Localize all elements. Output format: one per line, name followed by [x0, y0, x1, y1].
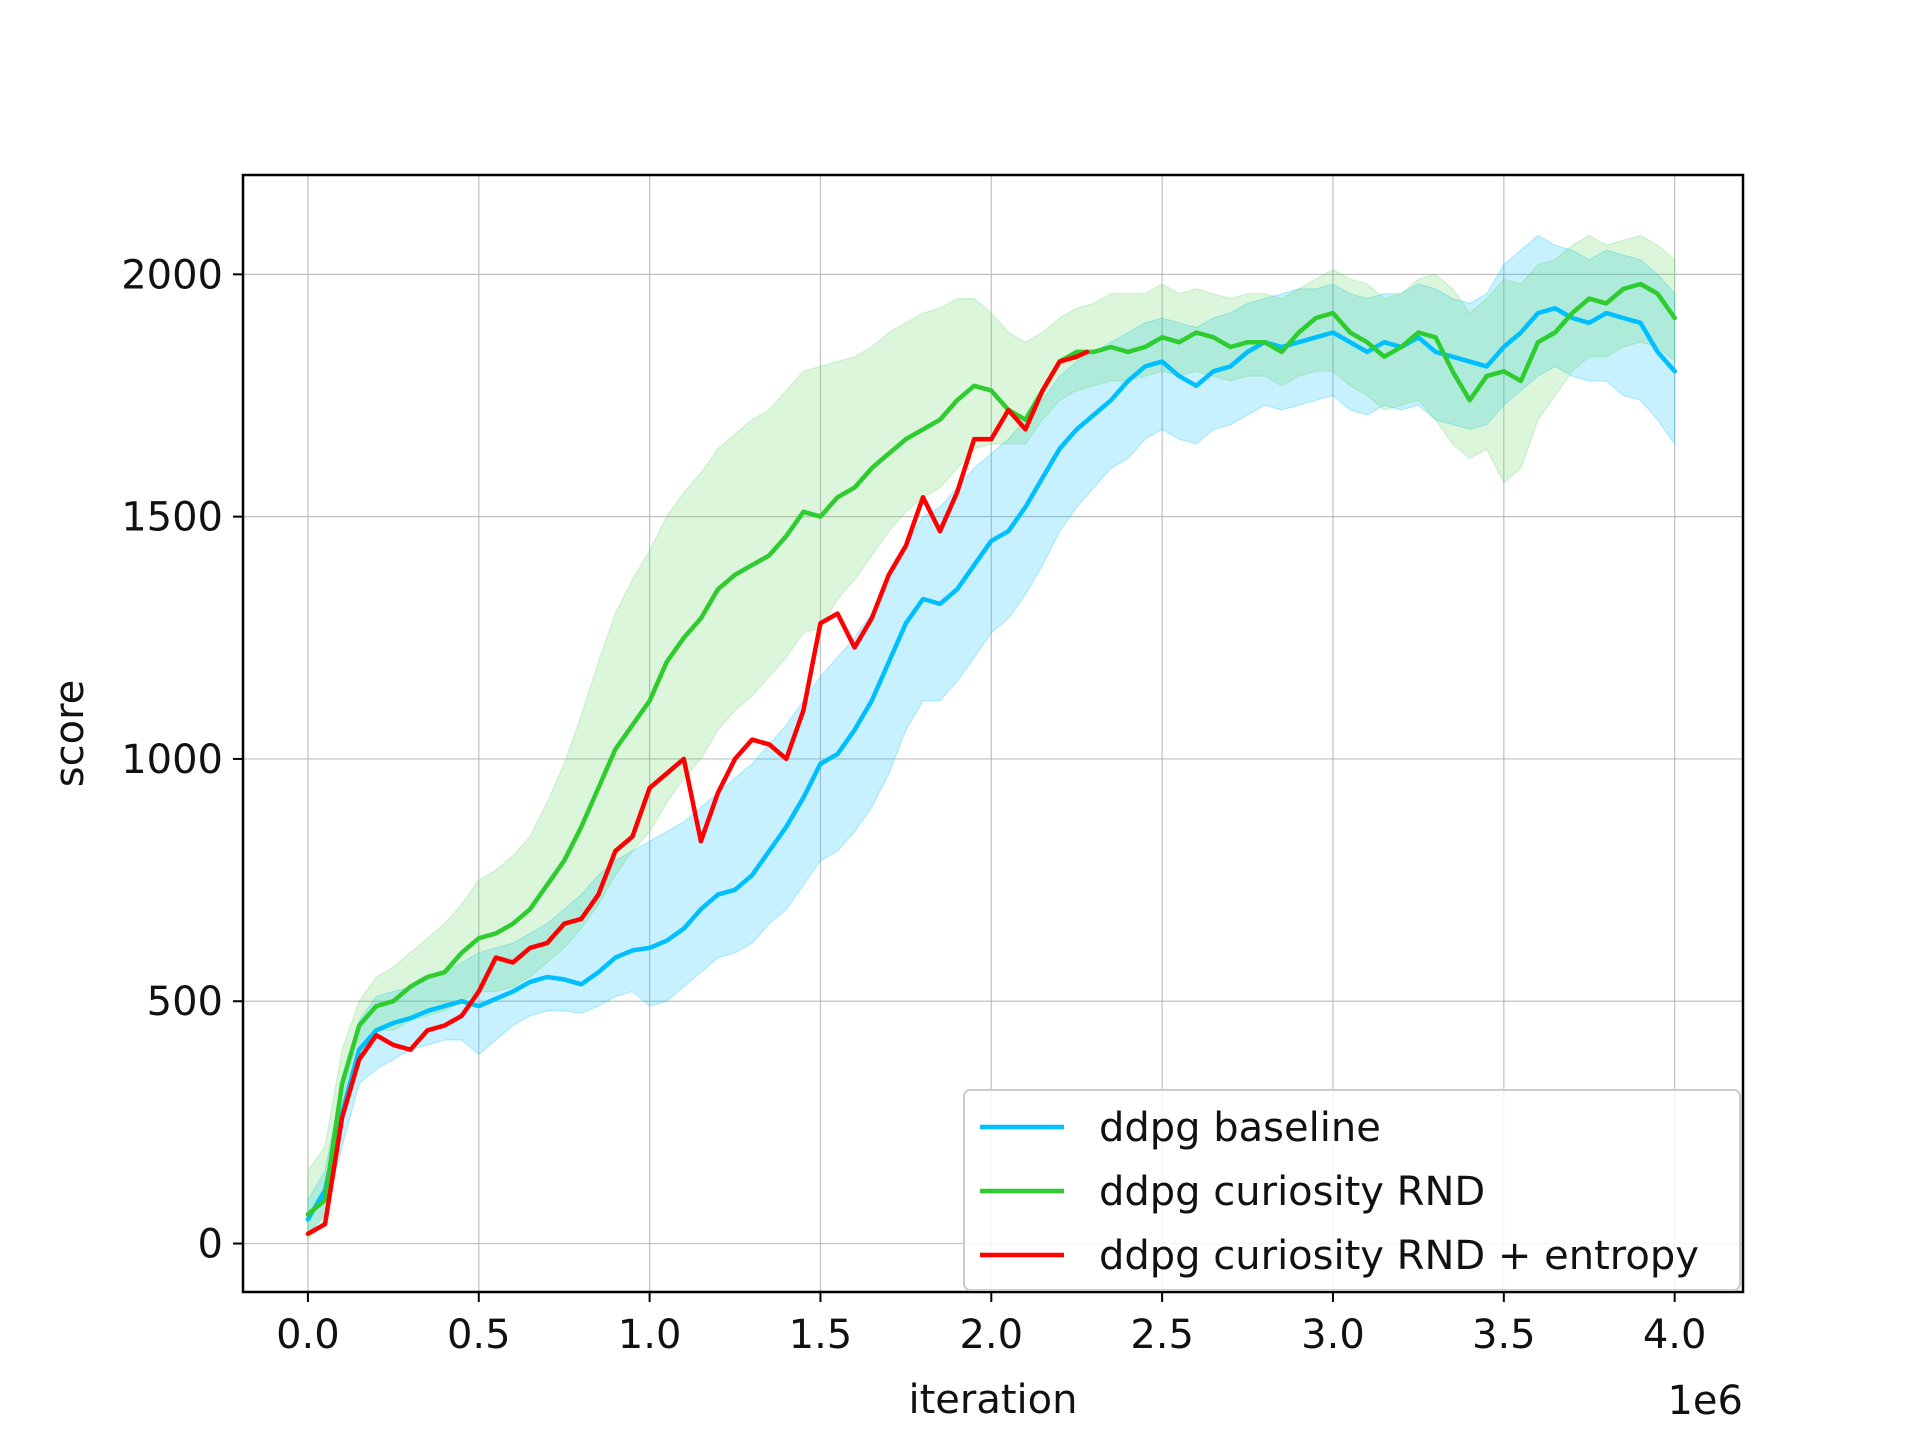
- x-tick-label: 1.0: [618, 1312, 682, 1358]
- y-tick-label: 2000: [121, 252, 223, 298]
- y-tick-label: 500: [147, 979, 223, 1025]
- series-lines: [305, 281, 1677, 1237]
- x-tick-label: 1.5: [789, 1312, 853, 1358]
- y-tick-label: 1500: [121, 495, 223, 541]
- x-tick-label: 0.0: [276, 1312, 340, 1358]
- x-axis-label: iteration: [909, 1377, 1078, 1423]
- y-axis-label: score: [47, 680, 93, 787]
- legend: ddpg baseline ddpg curiosity RND ddpg curi…: [963, 1089, 1741, 1291]
- y-tick-label: 1000: [121, 737, 223, 783]
- plot-frame: [241, 173, 1745, 1294]
- y-tick-label: 0: [198, 1222, 223, 1268]
- x-tick-label: 3.0: [1301, 1312, 1365, 1358]
- x-tick-label: 0.5: [447, 1312, 511, 1358]
- legend-label: ddpg curiosity RND + entropy: [1099, 1233, 1699, 1279]
- x-tick-label: 4.0: [1643, 1312, 1707, 1358]
- x-tick-label: 3.5: [1472, 1312, 1536, 1358]
- x-tick-label: 2.5: [1130, 1312, 1194, 1358]
- axis-ticks: 0.0 0.5 1.0 1.5 2.0 2.5 3.0 3.5 4.0 0 500 1000 1500 2…: [121, 252, 1706, 1358]
- legend-box: [963, 1089, 1741, 1291]
- x-offset-label: 1e6: [1667, 1378, 1743, 1424]
- legend-label: ddpg curiosity RND: [1099, 1169, 1485, 1215]
- x-tick-label: 2.0: [959, 1312, 1023, 1358]
- legend-label: ddpg baseline: [1099, 1105, 1381, 1151]
